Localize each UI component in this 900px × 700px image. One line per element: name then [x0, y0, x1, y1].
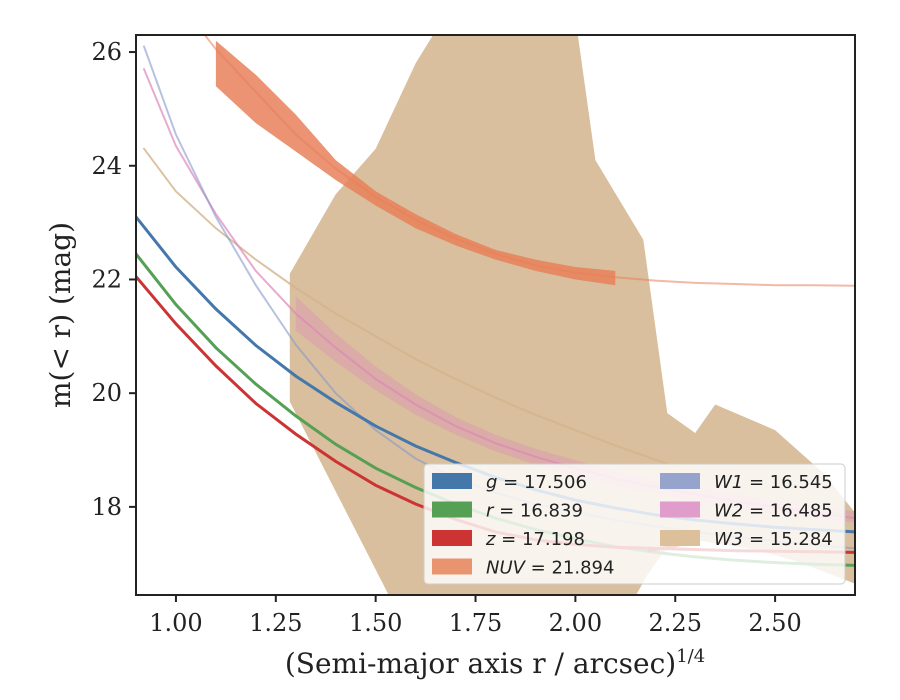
x-tick-label: 1.00: [149, 609, 202, 637]
plot-frame: [135, 34, 856, 596]
y-tick-label: 20: [91, 379, 122, 407]
x-tick-label: 2.50: [748, 609, 801, 637]
x-tick-label: 1.25: [249, 609, 302, 637]
legend: g = 17.506 r = 16.839 z = 17.198 NUV = 21.8…: [423, 463, 846, 585]
x-axis-ticks: 1.00 1.25 1.50 1.75 2.00 2.25 2.50: [149, 595, 802, 637]
band-w2: [295, 296, 855, 523]
band-w3: [289, 35, 855, 595]
legend-swatch: [432, 473, 472, 489]
legend-swatch: [660, 501, 700, 518]
uncertainty-bands: [215, 35, 855, 595]
legend-label: W1 = 16.545: [714, 472, 833, 493]
legend-swatch: [432, 530, 472, 546]
legend-label: z = 17.198: [485, 529, 585, 550]
x-tick-label: 1.50: [349, 609, 402, 637]
y-tick-label: 18: [91, 493, 122, 521]
y-tick-label: 26: [91, 38, 122, 66]
y-axis-ticks: 18 20 22 24 26: [91, 38, 136, 521]
y-axis-title: m(< r) (mag): [44, 222, 77, 408]
legend-swatch: [432, 558, 472, 575]
x-tick-label: 1.75: [449, 609, 502, 637]
legend-swatch: [432, 501, 472, 518]
legend-label: W2 = 16.485: [714, 501, 833, 522]
series-line-nuv: [203, 35, 855, 287]
legend-label: g = 17.506: [486, 472, 587, 493]
x-tick-label: 2.00: [549, 609, 602, 637]
legend-swatch: [660, 473, 700, 489]
y-tick-label: 22: [91, 265, 122, 293]
legend-label: NUV = 21.894: [486, 558, 614, 579]
legend-box: [423, 463, 846, 585]
legend-label: W3 = 15.284: [714, 529, 833, 550]
x-axis-title: (Semi-major axis r / arcsec)1/4: [285, 646, 705, 680]
legend-label: r = 16.839: [486, 501, 583, 522]
legend-swatch: [660, 530, 700, 546]
x-tick-label: 2.25: [649, 609, 702, 637]
y-tick-label: 24: [91, 152, 122, 180]
